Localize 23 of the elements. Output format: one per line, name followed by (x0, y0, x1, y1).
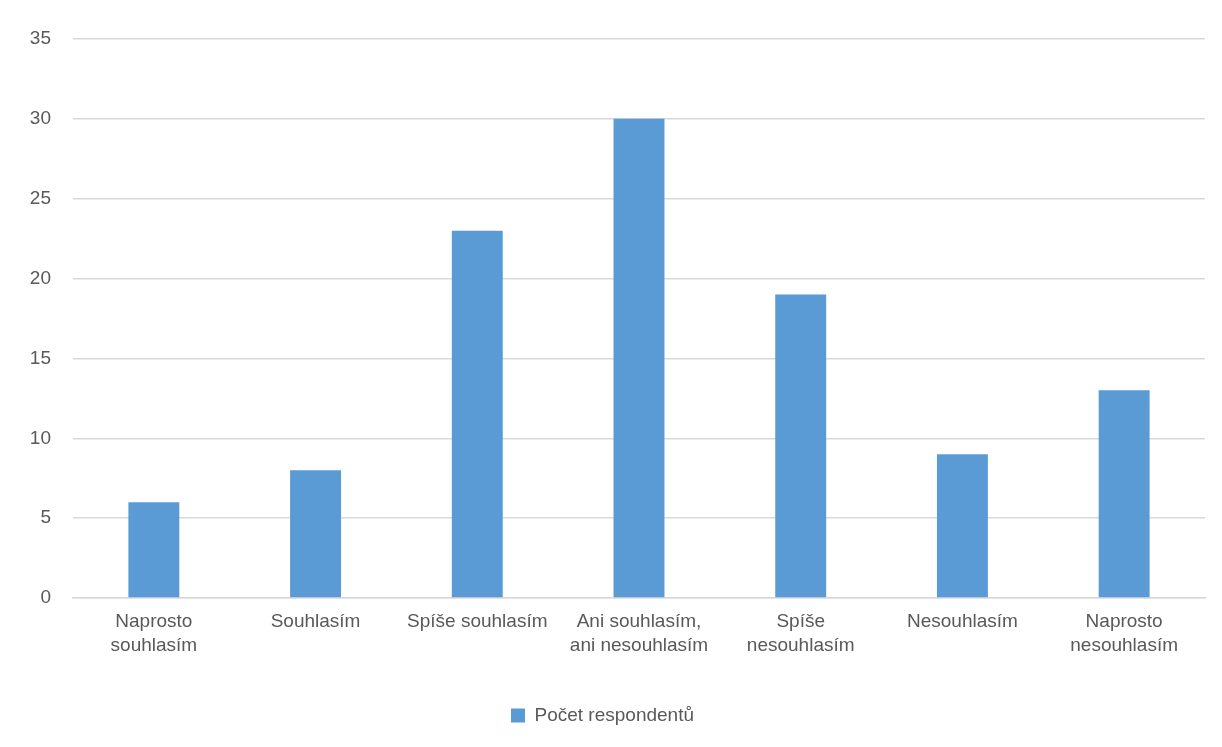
x-tick-label: Nesouhlasím (906, 610, 1018, 632)
x-tick-label: Naprosto nesouhlasím (1070, 610, 1179, 655)
x-tick-label: Ani souhlasím, ani nesouhlasím (569, 610, 709, 655)
x-tick-label: Naprosto souhlasím (110, 610, 198, 655)
bar (613, 118, 665, 598)
x-tick-label: Souhlasím (270, 610, 361, 632)
y-tick-label: 20 (29, 266, 51, 288)
y-tick-label: 5 (40, 506, 51, 528)
bar (775, 294, 827, 598)
y-tick-label: 35 (29, 27, 51, 49)
y-tick-label: 25 (29, 186, 51, 208)
bar (451, 230, 503, 598)
bar (290, 470, 342, 598)
x-tick-label: Spíše nesouhlasím (746, 610, 855, 655)
y-tick-label: 0 (40, 586, 51, 608)
legend-label: Počet respondentů (534, 703, 695, 725)
y-tick-label: 30 (29, 107, 51, 129)
bar (1098, 390, 1150, 598)
y-tick-label: 10 (29, 426, 51, 448)
x-tick-label: Spíše souhlasím (407, 610, 548, 632)
y-tick-label: 15 (29, 346, 51, 368)
bar (128, 502, 180, 598)
bar (936, 454, 988, 598)
